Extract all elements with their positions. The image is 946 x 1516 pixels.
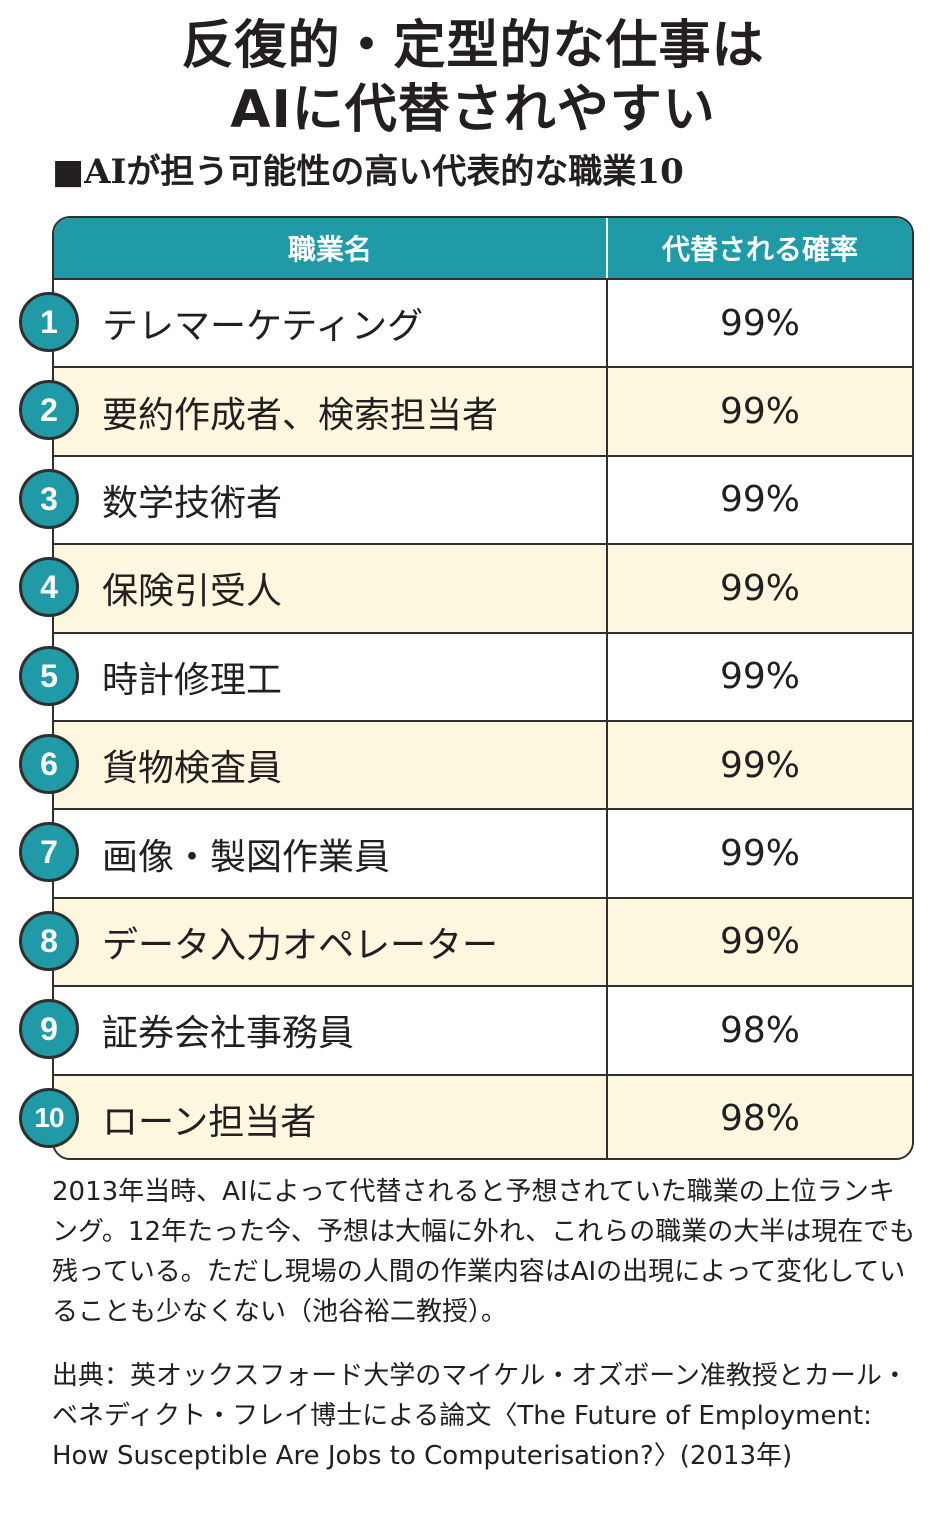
job-probability: 99% [719, 567, 800, 609]
job-probability: 99% [719, 921, 800, 963]
job-probability: 98% [719, 1098, 800, 1140]
table-row: ローン担当者 98% [54, 1073, 912, 1158]
job-name: 要約作成者、検索担当者 [54, 368, 608, 455]
table-row: 貨物検査員 99% [54, 719, 912, 809]
job-probability: 99% [719, 479, 800, 521]
job-name: テレマーケティング [54, 280, 608, 367]
job-name: 証券会社事務員 [54, 987, 608, 1074]
job-name: ローン担当者 [54, 1075, 608, 1158]
job-probability: 99% [719, 833, 800, 875]
header-probability: 代替される確率 [661, 233, 858, 266]
job-probability: 99% [719, 744, 800, 786]
table-row: テレマーケティング 99% [54, 278, 912, 367]
table-row: データ入力オペレーター 99% [54, 896, 912, 986]
header-job: 職業名 [54, 218, 608, 278]
job-probability: 99% [719, 656, 800, 698]
table-row: 時計修理工 99% [54, 631, 912, 720]
job-probability: 98% [719, 1009, 800, 1051]
table-header: 職業名 代替される確率 [54, 218, 912, 278]
job-name: 貨物検査員 [54, 721, 608, 809]
ranking-table: 職業名 代替される確率 テレマーケティング 99% 要約作成者、検索担当者 99… [52, 216, 914, 1160]
job-name: 画像・製図作業員 [54, 810, 608, 897]
table-row: 数学技術者 99% [54, 454, 912, 544]
job-name: 保険引受人 [54, 545, 608, 632]
job-probability: 99% [719, 391, 800, 433]
title-line-2: AIに代替されやすい [230, 80, 716, 140]
source-citation: 出典：英オックスフォード大学のマイケル・オズボーン准教授とカール・ベネディクト・… [52, 1361, 908, 1471]
job-probability: 99% [719, 302, 800, 344]
job-name: 時計修理工 [54, 633, 608, 720]
caption-note: 2013年当時、AIによって代替されると予想されていた職業の上位ランキング。12… [52, 1177, 916, 1327]
table-row: 証券会社事務員 98% [54, 985, 912, 1074]
table-row: 画像・製図作業員 99% [54, 808, 912, 897]
job-name: データ入力オペレーター [54, 898, 608, 986]
job-name: 数学技術者 [54, 456, 608, 544]
table-row: 要約作成者、検索担当者 99% [54, 366, 912, 455]
page-title: 反復的・定型的な仕事は AIに代替されやすい [0, 14, 946, 142]
title-line-1: 反復的・定型的な仕事は [181, 16, 765, 76]
table-row: 保険引受人 99% [54, 543, 912, 632]
table-subtitle: ■AIが担う可能性の高い代表的な職業10 [52, 152, 684, 192]
